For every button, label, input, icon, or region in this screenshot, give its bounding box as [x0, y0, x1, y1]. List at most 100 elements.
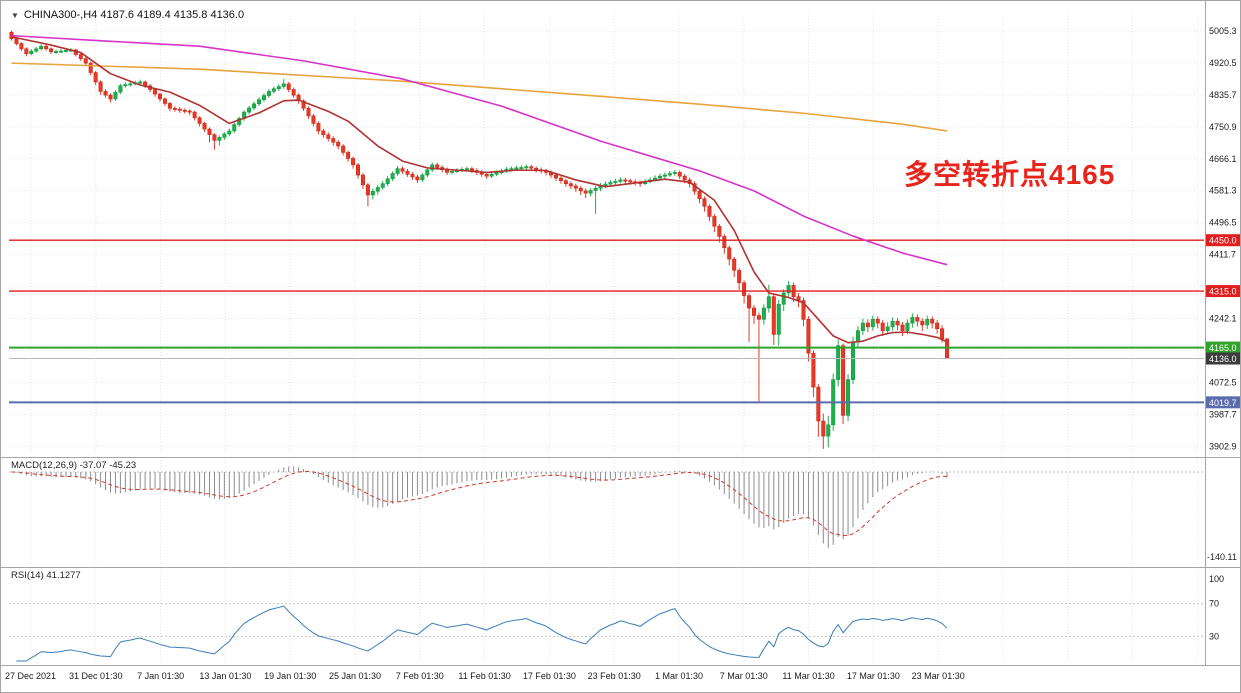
candle-body — [286, 83, 291, 90]
candle-body — [123, 84, 128, 87]
rsi-line — [16, 605, 948, 662]
rsi-axis-label: 70 — [1209, 599, 1219, 609]
candle-body — [306, 108, 311, 117]
candle-body — [742, 282, 747, 296]
price-axis-label: 5005.3 — [1209, 26, 1237, 36]
candle-body — [425, 169, 430, 176]
candle-body — [222, 133, 227, 138]
candle-body — [63, 50, 68, 52]
candle-body — [153, 89, 158, 95]
candle-body — [182, 109, 187, 112]
price-axis-label: 4411.7 — [1209, 250, 1236, 260]
candle-body — [88, 62, 93, 73]
price-axis-label: 4242.1 — [1209, 314, 1237, 324]
candle-body — [58, 50, 63, 53]
price-axis-label: 4835.7 — [1209, 90, 1237, 100]
candle-body — [771, 296, 776, 335]
candle-body — [19, 43, 24, 50]
price-axis-label: 4072.5 — [1209, 377, 1237, 387]
annotation-text[interactable]: 多空转折点4165 — [904, 159, 1116, 190]
candle-body — [14, 38, 19, 44]
candle-body — [365, 184, 370, 196]
candle-body — [341, 145, 346, 153]
ma-fast-darkred — [11, 35, 948, 344]
time-axis-label: 25 Jan 01:30 — [329, 671, 381, 681]
candle-body — [311, 115, 316, 124]
candle-body — [915, 317, 920, 322]
candle-body — [291, 89, 296, 96]
candle-body — [172, 108, 177, 110]
candle-body — [435, 164, 440, 168]
candle-body — [841, 345, 846, 416]
candle-body — [237, 118, 242, 125]
candle-body — [806, 319, 811, 354]
candle-body — [890, 320, 895, 328]
candle-body — [247, 107, 252, 113]
candle-body — [930, 319, 935, 324]
candle-body — [935, 322, 940, 330]
candle-body — [667, 173, 672, 176]
price-tag-label: 4450.0 — [1209, 236, 1237, 246]
candle-body — [103, 91, 108, 96]
candle-body — [816, 386, 821, 422]
candle-body — [682, 175, 687, 181]
candle-body — [628, 180, 633, 183]
ma-slow-orange — [11, 62, 948, 132]
candle-body — [385, 178, 390, 184]
candle-body — [232, 124, 237, 132]
candle-body — [697, 190, 702, 200]
candle-body — [573, 185, 578, 189]
candle-body — [54, 51, 59, 53]
price-tag-4315.0 — [1206, 285, 1240, 298]
candle-body — [266, 91, 271, 96]
candle-body — [326, 134, 331, 139]
candle-body — [410, 173, 415, 178]
macd-axis-min-label: -140.11 — [1207, 552, 1237, 562]
ma-mid-magenta — [11, 34, 948, 266]
time-axis-label: 13 Jan 01:30 — [199, 671, 251, 681]
candle-body — [751, 307, 756, 316]
candle-body — [761, 307, 766, 320]
candle-body — [514, 167, 519, 170]
price-tag-4019.7 — [1206, 396, 1240, 409]
candle-body — [583, 190, 588, 194]
time-axis-label: 17 Mar 01:30 — [847, 671, 900, 681]
symbol-dropdown-icon[interactable]: ▼ — [11, 11, 19, 20]
candle-body — [811, 352, 816, 388]
candle-body — [108, 94, 113, 100]
candle-body — [524, 166, 529, 169]
candle-body — [756, 315, 761, 320]
candle-body — [187, 110, 192, 113]
time-axis-label: 11 Feb 01:30 — [458, 671, 510, 681]
time-axis-label: 19 Jan 01:30 — [264, 671, 316, 681]
candle-body — [331, 138, 336, 143]
candle-body — [865, 322, 870, 328]
candle-body — [420, 174, 425, 181]
candle-body — [910, 317, 915, 324]
candle-body — [469, 168, 474, 171]
price-tag-label: 4315.0 — [1209, 287, 1237, 297]
candle-body — [920, 320, 925, 326]
candle-body — [707, 206, 712, 217]
candle-body — [78, 54, 83, 59]
candle-body — [34, 48, 39, 52]
candle-body — [49, 48, 54, 53]
candle-body — [276, 86, 281, 90]
candle-body — [118, 85, 123, 93]
candle-body — [578, 187, 583, 192]
candle-body — [623, 179, 628, 182]
candle-body — [563, 180, 568, 184]
candle-body — [271, 88, 276, 92]
candle-body — [113, 91, 118, 100]
macd-indicator-label: MACD(12,26,9) -37.07 -45.23 — [11, 460, 137, 471]
candle-body — [732, 258, 737, 271]
candle-body — [608, 182, 613, 185]
candle-body — [603, 183, 608, 186]
price-axis-label: 4581.3 — [1209, 186, 1237, 196]
candle-body — [618, 179, 623, 182]
candle-body — [940, 328, 945, 340]
candle-body — [860, 322, 865, 331]
candle-body — [657, 175, 662, 179]
